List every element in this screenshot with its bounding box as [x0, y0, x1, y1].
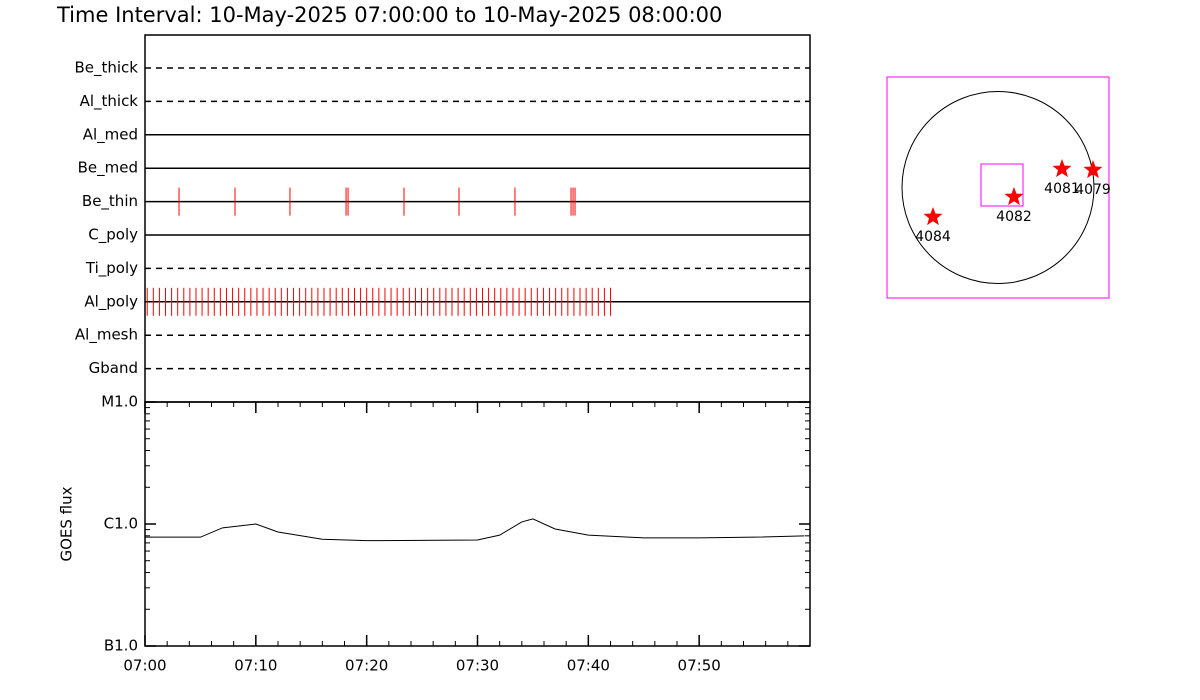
region-marker	[1004, 187, 1024, 206]
row-label: Al_poly	[84, 292, 138, 311]
x-tick-label: 07:20	[345, 657, 388, 675]
x-tick-label: 07:50	[678, 657, 721, 675]
x-tick-label: 07:30	[456, 657, 499, 675]
row-label: Ti_poly	[85, 259, 138, 278]
x-tick-label: 07:10	[234, 657, 277, 675]
y-axis-label: GOES flux	[58, 486, 76, 561]
x-tick-label: 07:00	[123, 657, 166, 675]
flux-line	[145, 518, 805, 542]
field-of-view	[980, 163, 1024, 207]
row-label: Al_thick	[80, 92, 139, 111]
solar-limb	[901, 91, 1095, 284]
panel-frame	[144, 34, 811, 403]
row-label: Be_med	[78, 159, 138, 178]
y-tick-label: M1.0	[101, 393, 138, 411]
region-label: 4079	[1075, 182, 1111, 198]
region-marker	[1083, 160, 1103, 179]
x-tick-label: 07:40	[567, 657, 610, 675]
y-tick-label: C1.0	[104, 515, 138, 533]
row-label: Gband	[89, 359, 138, 377]
region-marker	[923, 207, 943, 226]
y-tick-label: B1.0	[104, 637, 138, 655]
row-label: Be_thin	[82, 192, 138, 211]
region-label: 4082	[996, 209, 1032, 225]
chart-title: Time Interval: 10-May-2025 07:00:00 to 1…	[56, 3, 722, 27]
map-frame	[886, 76, 1110, 299]
region-label: 4081	[1044, 181, 1080, 197]
region-marker	[1052, 159, 1072, 178]
row-label: Al_med	[83, 125, 138, 144]
row-label: C_poly	[88, 226, 138, 245]
region-label: 4084	[915, 229, 951, 245]
row-label: Be_thick	[74, 59, 138, 78]
row-label: Al_mesh	[75, 326, 138, 345]
panel-frame	[144, 401, 811, 647]
